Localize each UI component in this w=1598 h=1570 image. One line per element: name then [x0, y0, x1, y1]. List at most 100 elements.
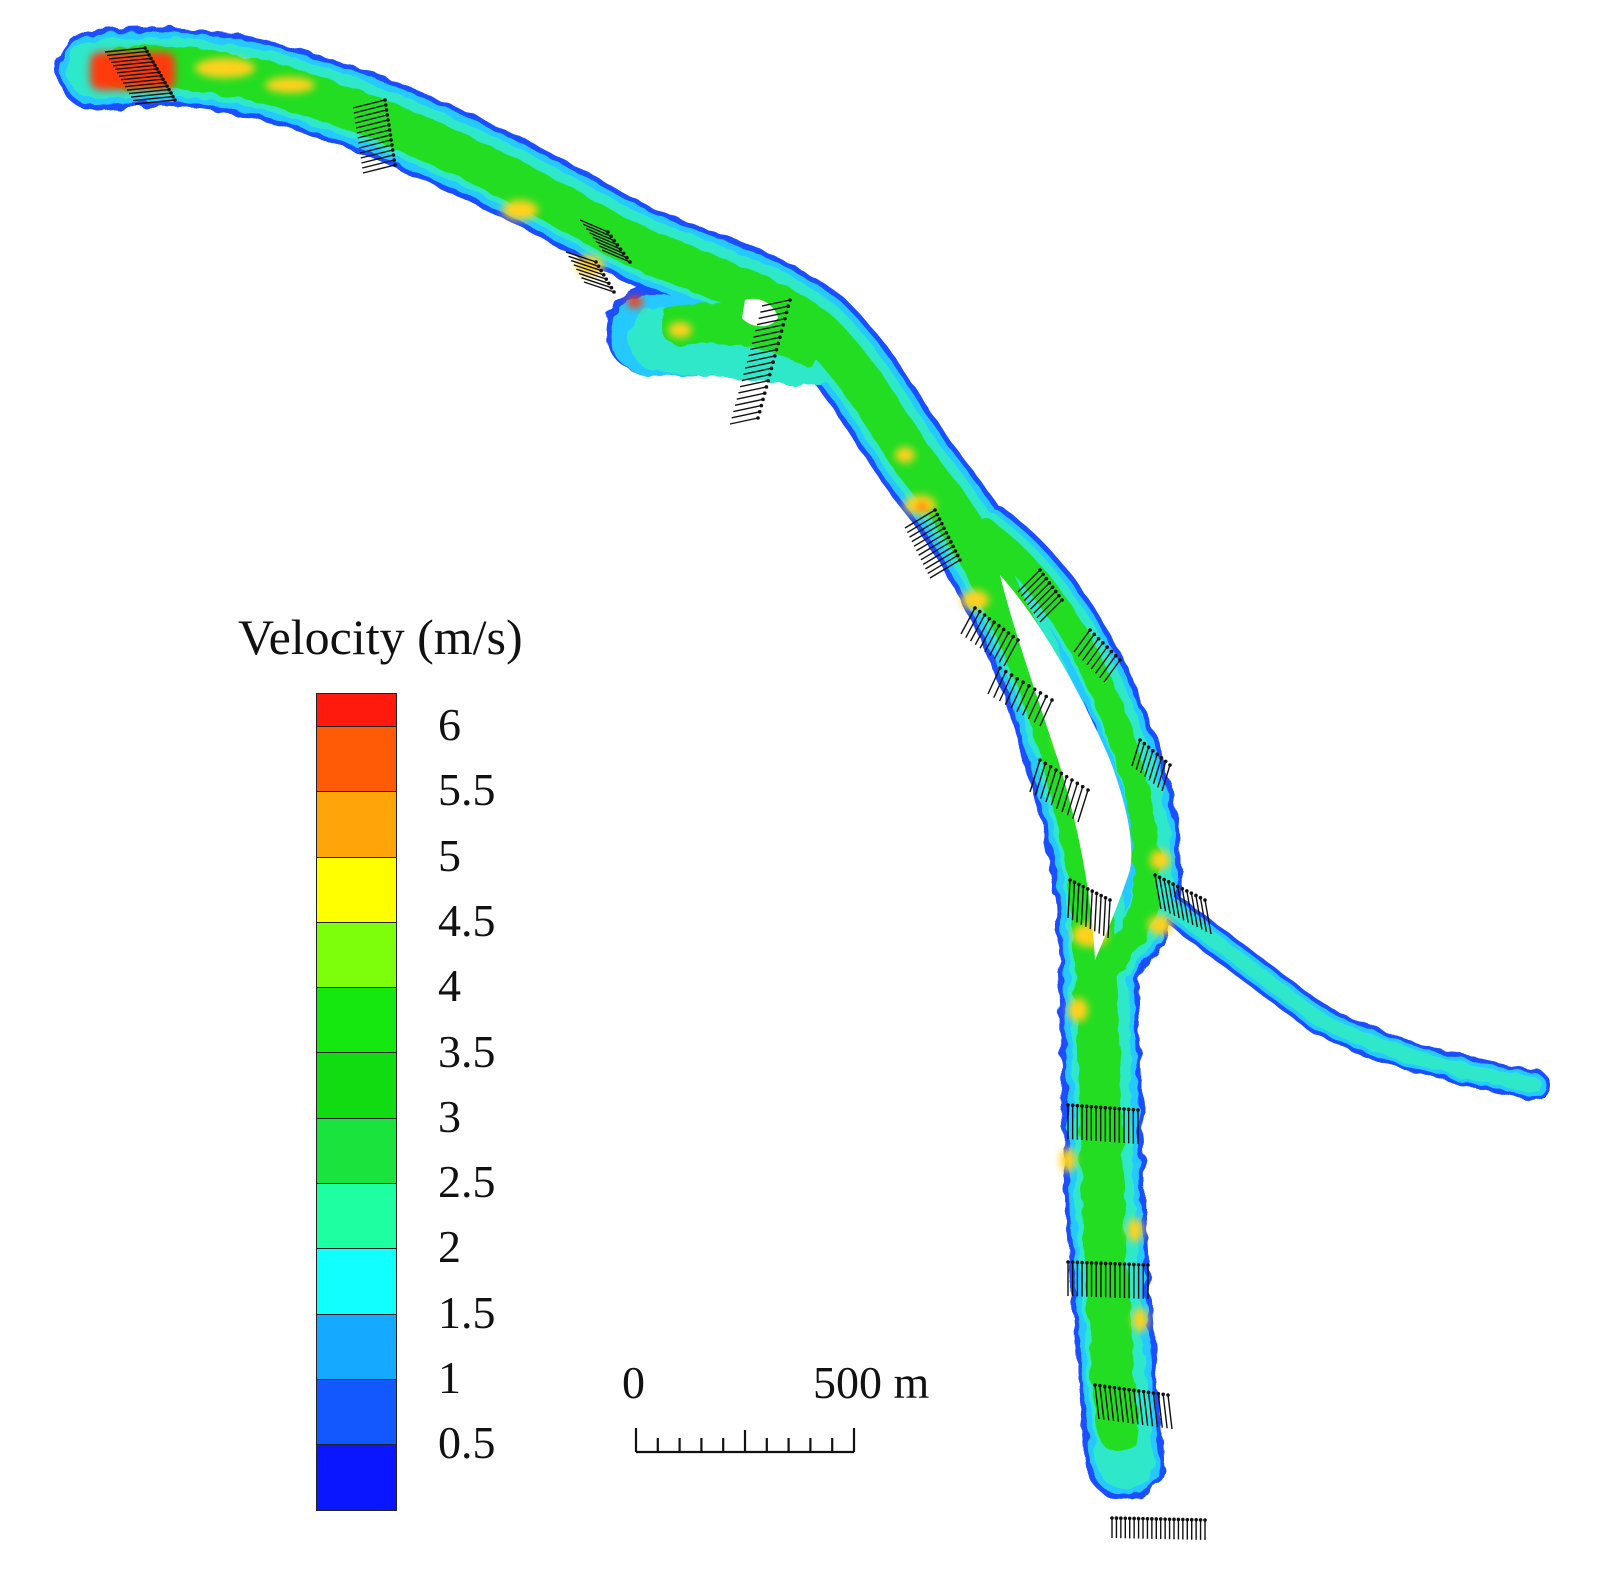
velocity-vector-head [159, 73, 163, 78]
velocity-vector-head [1094, 1261, 1099, 1265]
velocity-vector [1076, 884, 1080, 923]
color-bar-band [317, 726, 396, 792]
velocity-vector-head [1198, 895, 1203, 900]
velocity-vector-head [621, 251, 626, 256]
velocity-vector-head [1122, 1387, 1126, 1391]
velocity-vectors [104, 46, 1212, 1540]
velocity-vector [568, 255, 599, 267]
velocity-vector-head [1194, 893, 1198, 898]
velocity-vector-head [1050, 585, 1055, 589]
velocity-vector [1099, 655, 1117, 679]
velocity-vector-head [155, 67, 159, 71]
velocity-vector-head [951, 544, 955, 549]
velocity-vector-head [1141, 1516, 1145, 1521]
velocity-vector-head [1032, 687, 1037, 692]
velocity-vector [1094, 651, 1112, 674]
velocity-vector [729, 417, 759, 425]
velocity-vector [756, 317, 786, 326]
velocity-vector-head [944, 530, 949, 535]
legend-tick-label: 3 [438, 1090, 461, 1142]
velocity-vector [1022, 689, 1036, 716]
velocity-vector [998, 636, 1014, 663]
velocity-vector-head [1015, 676, 1020, 681]
velocity-vector [1030, 586, 1054, 610]
velocity-vector [1061, 779, 1073, 813]
color-bar-band [317, 1248, 396, 1314]
velocity-vector [960, 607, 976, 635]
velocity-vector-head [992, 620, 996, 625]
velocity-vector [929, 559, 961, 579]
velocity-vector-head [1203, 1518, 1207, 1522]
velocity-vector-head [1171, 882, 1175, 886]
velocity-vector [1085, 888, 1089, 927]
velocity-vector [760, 305, 789, 313]
velocity-vector-head [1085, 887, 1090, 891]
velocity-vector-head [1048, 764, 1053, 769]
velocity-vector [1118, 1388, 1125, 1423]
velocity-vector [134, 99, 176, 105]
color-bar-band [317, 791, 396, 857]
velocity-vector-head [391, 153, 396, 157]
velocity-vector [1152, 1392, 1159, 1428]
velocity-vector-head [1146, 745, 1151, 749]
velocity-vector [1036, 595, 1060, 619]
velocity-vector [761, 299, 791, 307]
velocity-vector [118, 71, 160, 77]
velocity-vector-head [1075, 781, 1080, 786]
velocity-vector [1016, 685, 1030, 713]
velocity-vector-head [1003, 669, 1008, 674]
velocity-vector-head [389, 138, 393, 142]
velocity-vector-head [1075, 1103, 1080, 1108]
velocity-vector-head [1103, 1105, 1108, 1110]
velocity-vector-head [1009, 673, 1014, 677]
velocity-vector-head [958, 558, 962, 562]
velocity-vector-head [601, 273, 606, 277]
legend-tick-label: 6 [438, 699, 461, 750]
velocity-vector-head [1089, 1104, 1094, 1109]
scale-bar [634, 1428, 856, 1454]
velocity-vector-head [1108, 1261, 1113, 1266]
velocity-vector-head [1077, 882, 1081, 887]
velocity-vector [583, 281, 615, 293]
velocity-vector [352, 99, 386, 109]
velocity-vector-head [1044, 576, 1049, 581]
velocity-vector [112, 61, 154, 67]
velocity-vector-head [1154, 1517, 1159, 1521]
velocity-vector [1089, 891, 1093, 930]
velocity-vector-head [1185, 1517, 1190, 1522]
velocity-vector [360, 149, 393, 159]
velocity-vector-head [1070, 1260, 1075, 1264]
velocity-vector-head [1107, 1385, 1112, 1389]
velocity-vector [1023, 578, 1047, 602]
velocity-vector-head [1122, 1262, 1127, 1266]
velocity-vector-head [955, 553, 960, 558]
velocity-vector [576, 268, 607, 280]
velocity-vector-head [1081, 884, 1086, 889]
velocity-vector-head [933, 508, 937, 512]
velocity-vector [578, 272, 610, 285]
velocity-vector-head [1189, 1517, 1194, 1522]
velocity-vector-head [167, 87, 171, 92]
velocity-vector [108, 54, 150, 60]
velocity-vector-head [1112, 1385, 1117, 1390]
color-bar-band [317, 987, 396, 1053]
velocity-vector [592, 236, 621, 250]
velocity-vector [1090, 646, 1108, 670]
velocity-vector-head [388, 133, 393, 137]
velocity-vector [734, 398, 764, 407]
velocity-vector [1195, 895, 1203, 930]
velocity-vector-head [604, 277, 609, 281]
velocity-vector-head [1162, 877, 1166, 882]
velocity-vector [1167, 1394, 1173, 1430]
velocity-vector-head [1001, 627, 1006, 632]
velocity-vector-head [937, 517, 942, 521]
velocity-vector [1139, 746, 1150, 774]
velocity-vector [356, 124, 390, 134]
velocity-vector [106, 50, 148, 57]
velocity-vector [993, 671, 1007, 698]
velocity-vector-head [1094, 1105, 1098, 1109]
velocity-vector-head [1117, 1386, 1122, 1391]
velocity-vector-head [1080, 784, 1085, 789]
velocity-vector-head [781, 323, 786, 327]
velocity-vector-head [1094, 891, 1099, 896]
